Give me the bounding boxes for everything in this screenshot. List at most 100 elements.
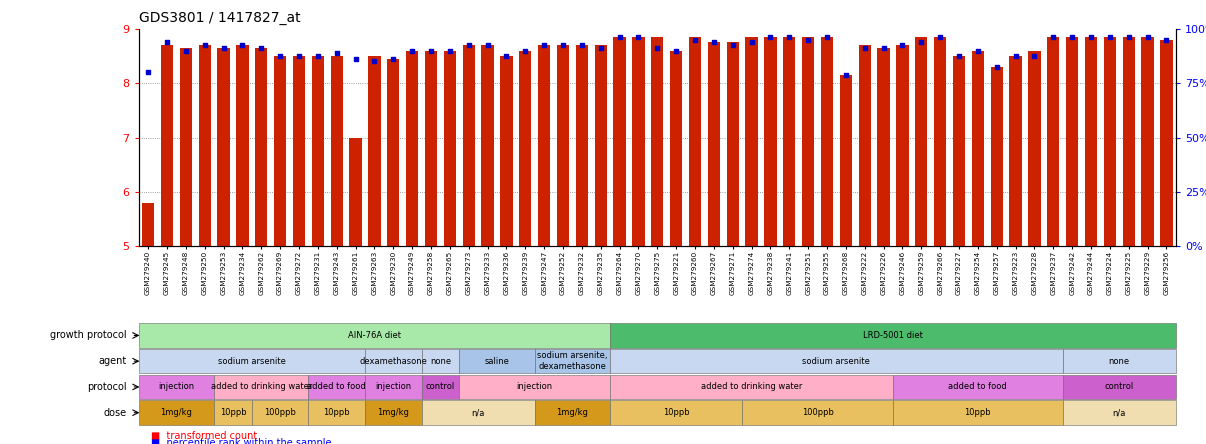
- Text: n/a: n/a: [1113, 408, 1126, 417]
- Text: saline: saline: [485, 357, 509, 366]
- Bar: [933, 37, 947, 246]
- Point: [667, 47, 686, 54]
- Bar: [180, 48, 192, 246]
- Point: [1062, 33, 1082, 40]
- Point: [968, 47, 988, 54]
- Point: [516, 47, 535, 54]
- Bar: [1085, 37, 1097, 246]
- Bar: [783, 37, 796, 246]
- Point: [648, 44, 667, 52]
- Point: [779, 33, 798, 40]
- Text: GDS3801 / 1417827_at: GDS3801 / 1417827_at: [139, 11, 300, 25]
- Bar: [990, 67, 1003, 246]
- Point: [157, 39, 176, 46]
- Text: 10ppb: 10ppb: [965, 408, 991, 417]
- Text: 1mg/kg: 1mg/kg: [160, 408, 192, 417]
- Text: injection: injection: [158, 382, 194, 392]
- Text: added to drinking water: added to drinking water: [211, 382, 312, 392]
- Bar: [821, 37, 833, 246]
- Bar: [765, 37, 777, 246]
- Text: added to food: added to food: [948, 382, 1007, 392]
- Bar: [406, 51, 418, 246]
- Point: [478, 42, 497, 49]
- Text: none: none: [1108, 357, 1130, 366]
- Text: none: none: [429, 357, 451, 366]
- Bar: [538, 45, 550, 246]
- Point: [704, 39, 724, 46]
- Point: [1138, 33, 1158, 40]
- Bar: [1103, 37, 1116, 246]
- Bar: [972, 51, 984, 246]
- Bar: [274, 56, 286, 246]
- Point: [233, 42, 252, 49]
- Bar: [575, 45, 589, 246]
- Bar: [425, 51, 437, 246]
- Text: n/a: n/a: [472, 408, 485, 417]
- Point: [892, 42, 912, 49]
- Text: added to food: added to food: [308, 382, 367, 392]
- Point: [912, 39, 931, 46]
- Point: [931, 33, 950, 40]
- Point: [364, 58, 384, 65]
- Point: [213, 44, 233, 52]
- Bar: [500, 56, 513, 246]
- Bar: [256, 48, 268, 246]
- Text: 10ppb: 10ppb: [663, 408, 690, 417]
- Point: [459, 42, 479, 49]
- Bar: [1047, 37, 1059, 246]
- Bar: [236, 45, 248, 246]
- Text: growth protocol: growth protocol: [49, 330, 127, 341]
- Point: [440, 47, 459, 54]
- Bar: [726, 43, 739, 246]
- Bar: [614, 37, 626, 246]
- Bar: [651, 37, 663, 246]
- Point: [421, 47, 440, 54]
- Text: injection: injection: [375, 382, 411, 392]
- Point: [572, 42, 591, 49]
- Point: [855, 44, 874, 52]
- Point: [1025, 52, 1044, 59]
- Text: 100ppb: 100ppb: [264, 408, 295, 417]
- Point: [1100, 33, 1119, 40]
- Point: [403, 47, 422, 54]
- Point: [949, 52, 968, 59]
- Bar: [745, 37, 757, 246]
- Point: [252, 44, 271, 52]
- Bar: [953, 56, 965, 246]
- Bar: [330, 56, 343, 246]
- Text: ■  percentile rank within the sample: ■ percentile rank within the sample: [151, 438, 332, 444]
- Point: [591, 44, 610, 52]
- Point: [724, 42, 743, 49]
- Text: added to drinking water: added to drinking water: [701, 382, 802, 392]
- Bar: [463, 45, 475, 246]
- Bar: [1123, 37, 1135, 246]
- Bar: [595, 45, 607, 246]
- Point: [1082, 33, 1101, 40]
- Bar: [1009, 56, 1021, 246]
- Point: [742, 39, 761, 46]
- Text: injection: injection: [516, 382, 552, 392]
- Text: 1mg/kg: 1mg/kg: [377, 408, 409, 417]
- Point: [685, 36, 704, 43]
- Bar: [915, 37, 927, 246]
- Bar: [160, 45, 174, 246]
- Text: AIN-76A diet: AIN-76A diet: [347, 331, 400, 340]
- Point: [987, 63, 1006, 71]
- Bar: [444, 51, 456, 246]
- Point: [289, 52, 309, 59]
- Bar: [142, 203, 154, 246]
- Bar: [632, 37, 644, 246]
- Bar: [839, 75, 851, 246]
- Text: 100ppb: 100ppb: [802, 408, 833, 417]
- Point: [327, 50, 346, 57]
- Bar: [311, 56, 324, 246]
- Point: [798, 36, 818, 43]
- Bar: [368, 56, 381, 246]
- Text: dose: dose: [104, 408, 127, 418]
- Bar: [1141, 37, 1154, 246]
- Bar: [671, 51, 683, 246]
- Point: [628, 33, 648, 40]
- Bar: [1160, 40, 1172, 246]
- Point: [139, 69, 158, 76]
- Point: [534, 42, 554, 49]
